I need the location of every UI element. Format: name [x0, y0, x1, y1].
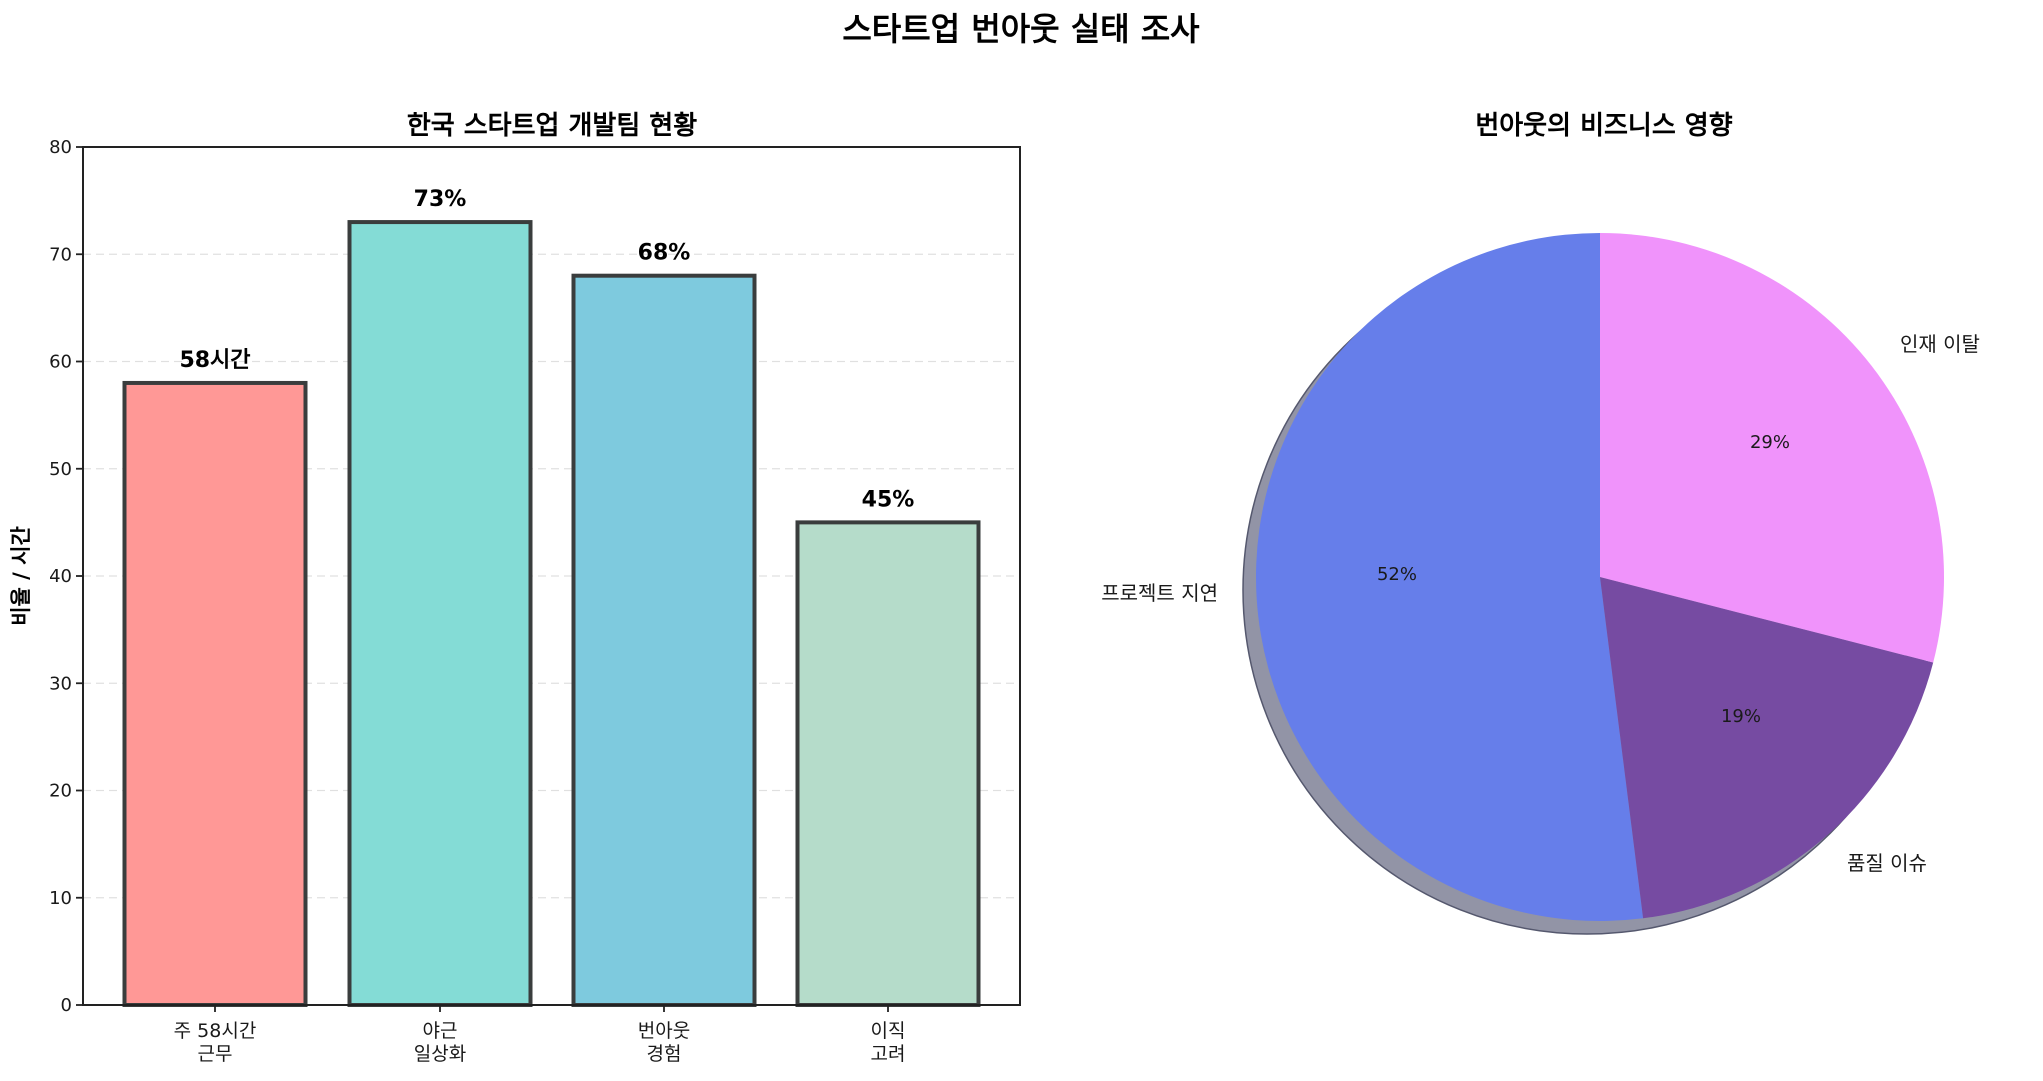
y-tick-label: 10: [49, 888, 72, 909]
x-tick-label: 번아웃: [638, 1020, 690, 1042]
pie-slice-label: 프로젝트 지연: [1101, 581, 1218, 605]
x-tick-label: 야근: [423, 1020, 458, 1042]
y-tick-label: 20: [49, 781, 72, 802]
bar-value-label: 45%: [862, 487, 915, 512]
bar-chart: 한국 스타트업 개발팀 현황 58시간 73% 68% 45% 0 10 20 30 40 50…: [9, 111, 1021, 1065]
pie-slice-percent: 29%: [1750, 432, 1790, 453]
bar-value-label: 73%: [414, 187, 467, 212]
y-axis-label: 비율 / 시간: [9, 526, 33, 626]
bar-value-label: 58시간: [179, 348, 250, 373]
x-tick-label: 고려: [871, 1043, 906, 1065]
figure-title: 스타트업 번아웃 실태 조사: [842, 10, 1200, 48]
y-axis: 0 10 20 30 40 50 60 70 80: [49, 137, 83, 1016]
bars: 58시간 73% 68% 45%: [122, 187, 981, 1007]
pie: 프로젝트 지연 52% 품질 이슈 19% 인재 이탈 29%: [1101, 233, 1980, 935]
pie-chart: 번아웃의 비즈니스 영향 프로젝트 지연 52% 품질 이슈 19% 인재 이탈 29%: [1101, 111, 1980, 935]
pie-slice: [1600, 233, 1944, 663]
x-tick-label: 근무: [198, 1043, 233, 1065]
y-tick-label: 30: [49, 673, 72, 694]
x-tick-label: 이직: [871, 1020, 906, 1042]
bar: [571, 273, 757, 1007]
y-tick-label: 40: [49, 566, 72, 587]
pie-slice-percent: 19%: [1721, 706, 1761, 727]
y-tick-label: 50: [49, 459, 72, 480]
y-tick-label: 80: [49, 137, 72, 158]
y-tick-label: 0: [61, 995, 72, 1016]
y-tick-label: 70: [49, 244, 72, 265]
x-tick-label: 경험: [647, 1043, 682, 1065]
bar: [347, 220, 533, 1007]
bar-value-label: 68%: [638, 241, 691, 266]
pie-slice: [1255, 233, 1644, 922]
y-tick-label: 60: [49, 352, 72, 373]
x-tick-label: 일상화: [414, 1043, 466, 1065]
pie-chart-title: 번아웃의 비즈니스 영향: [1475, 111, 1732, 141]
pie-slice-label: 인재 이탈: [1900, 332, 1980, 356]
bar: [795, 520, 981, 1007]
bar-chart-title: 한국 스타트업 개발팀 현황: [407, 111, 697, 141]
x-tick-label: 주 58시간: [174, 1020, 257, 1042]
bar: [122, 380, 308, 1007]
pie-slice-label: 품질 이슈: [1847, 851, 1927, 875]
pie-slice: [1600, 577, 1934, 919]
pie-slice-percent: 52%: [1377, 564, 1417, 585]
